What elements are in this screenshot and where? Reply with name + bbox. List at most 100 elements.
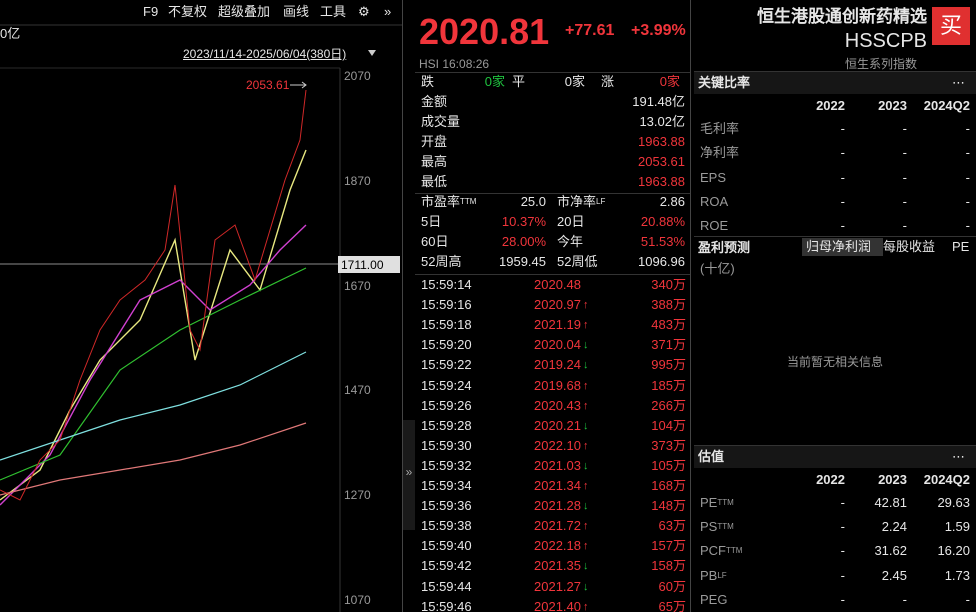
tick-arrow: ↑ xyxy=(583,600,589,612)
stat-value: 2053.61 xyxy=(638,154,685,169)
tick-arrow: ↓ xyxy=(583,339,589,352)
tick-volume: 105万 xyxy=(651,457,686,473)
tick-volume: 60万 xyxy=(658,578,686,594)
label: 20日 xyxy=(557,214,585,229)
label: ROE xyxy=(700,218,729,234)
max-label: 2053.61 xyxy=(246,78,290,92)
cell: 31.62 xyxy=(874,543,907,559)
tick-volume: 340万 xyxy=(651,277,686,292)
tick-time: 15:59:36 xyxy=(421,498,472,514)
tick-time: 15:59:16 xyxy=(421,297,472,313)
tick-arrow: ↓ xyxy=(583,419,589,432)
stat-label: 成交量 xyxy=(421,114,461,129)
tick-price: 2021.27 xyxy=(534,578,581,594)
index-code: HSSCPB xyxy=(844,30,927,52)
tick-arrow: ↓ xyxy=(583,580,589,593)
tick-volume: 148万 xyxy=(651,498,686,514)
stat-value: 1963.88 xyxy=(638,174,685,189)
toolbar-item[interactable]: 工具 xyxy=(320,4,347,19)
tick-volume: 995万 xyxy=(651,357,686,373)
tick-volume: 157万 xyxy=(651,538,686,554)
pair-value: 1959.45 xyxy=(499,254,546,269)
pair-label: 5日 xyxy=(421,214,441,230)
tick-arrow: ↓ xyxy=(583,359,589,372)
cell: - xyxy=(840,121,845,136)
label-sup: LF xyxy=(717,570,727,580)
cell: - xyxy=(840,591,845,607)
collapse-button[interactable]: » xyxy=(403,420,415,530)
label-sup: TTM xyxy=(717,498,734,507)
sep xyxy=(694,445,976,446)
tick-time: 15:59:42 xyxy=(421,558,472,574)
breadth-label: 平 xyxy=(512,74,526,89)
cell: - xyxy=(840,193,845,209)
tick-time: 15:59:28 xyxy=(421,417,472,433)
tick-time: 15:59:26 xyxy=(421,397,472,413)
row-label: PBLF xyxy=(700,568,727,584)
tick-arrow: ↑ xyxy=(583,319,589,332)
tick-price: 2020.04 xyxy=(534,337,581,353)
forecast-tab[interactable]: PE xyxy=(952,239,970,254)
label: 5日 xyxy=(421,214,442,229)
pair-value: 20.88% xyxy=(640,214,685,229)
tick-price: 2021.28 xyxy=(534,498,581,514)
tick-arrow: ↑ xyxy=(583,480,589,492)
toolbar-icon[interactable]: ⚙ xyxy=(358,4,370,19)
pair-value: 10.37% xyxy=(501,214,546,229)
pair-value: 25.0 xyxy=(520,194,546,209)
axis-label: 2070 xyxy=(344,69,371,83)
section-icon: ⋯ xyxy=(952,449,965,464)
empty-message: 当前暂无相关信息 xyxy=(786,355,883,369)
cell: - xyxy=(965,121,970,136)
cell: - xyxy=(902,169,907,185)
toolbar-item[interactable]: 不复权 xyxy=(168,4,208,19)
label: 52周低 xyxy=(557,254,598,269)
cell: 1.73 xyxy=(944,567,970,583)
year: 2023 xyxy=(878,98,907,113)
stat-value: 1963.88 xyxy=(638,134,685,149)
cell: - xyxy=(902,218,907,234)
tick-time: 15:59:24 xyxy=(421,377,472,393)
section-title: 估值 xyxy=(698,449,725,464)
tick-price: 2021.19 xyxy=(534,317,581,333)
label: PB xyxy=(700,567,718,583)
toolbar-item[interactable]: 超级叠加 xyxy=(218,4,271,19)
buy-button[interactable]: 买 xyxy=(932,7,970,45)
breadth-value: 0家 xyxy=(564,74,585,89)
tick-arrow: ↓ xyxy=(583,459,589,472)
tick-volume: 373万 xyxy=(651,437,686,453)
tick-price: 2020.48 xyxy=(534,277,581,292)
tick-volume: 266万 xyxy=(651,397,686,413)
cell: - xyxy=(840,567,845,583)
cell: 29.63 xyxy=(937,495,970,510)
tick-volume: 63万 xyxy=(658,518,686,534)
stat-label: 最低 xyxy=(421,174,448,189)
toolbar-icon[interactable]: » xyxy=(384,4,392,19)
pair-label: 20日 xyxy=(557,214,584,230)
forecast-tab[interactable]: 归母净利润 xyxy=(802,238,883,256)
stat-value: 191.48亿 xyxy=(632,94,685,109)
tick-time: 15:59:22 xyxy=(421,357,472,373)
tick-volume: 168万 xyxy=(651,478,686,493)
tick-volume: 371万 xyxy=(651,337,686,353)
tick-time: 15:59:30 xyxy=(421,437,472,453)
tick-volume: 483万 xyxy=(651,317,686,333)
stat-label: 开盘 xyxy=(421,134,448,149)
row-label: PETTM xyxy=(700,495,734,511)
cell: - xyxy=(902,591,907,607)
row-label: PSTTM xyxy=(700,519,734,535)
section-header xyxy=(694,72,976,94)
label: 60日 xyxy=(421,234,449,249)
forecast-tab[interactable]: 每股收益 xyxy=(883,239,936,254)
breadth-label: 涨 xyxy=(601,74,615,89)
toolbar-item[interactable]: 画线 xyxy=(283,4,310,19)
pair-label: 市净率LF xyxy=(557,194,605,210)
label: PS xyxy=(700,519,718,535)
cell: - xyxy=(840,169,845,185)
pair-value: 2.86 xyxy=(659,194,685,209)
pair-value: 28.00% xyxy=(501,234,546,249)
toolbar-item[interactable]: F9 xyxy=(143,4,159,19)
stat-label: 最高 xyxy=(421,154,448,169)
cell: 2.45 xyxy=(881,567,907,583)
cell: - xyxy=(902,193,907,209)
